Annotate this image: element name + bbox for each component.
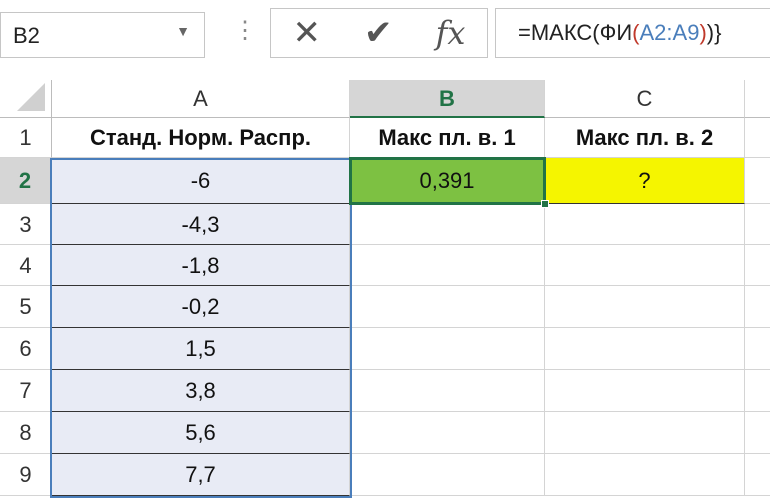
column-header-C[interactable]: C — [545, 80, 745, 118]
cell-D8[interactable] — [745, 412, 770, 454]
cell-C2[interactable]: ? — [545, 158, 745, 204]
cell-A4[interactable]: -1,8 — [52, 245, 350, 286]
cell-B8[interactable] — [350, 412, 545, 454]
row-header-2[interactable]: 2 — [0, 158, 52, 204]
cell-C5[interactable] — [545, 286, 745, 328]
cell-D5[interactable] — [745, 286, 770, 328]
cell-D9[interactable] — [745, 454, 770, 496]
formula-text: )} — [706, 20, 722, 45]
row-header-8[interactable]: 8 — [0, 412, 52, 454]
cell-C6[interactable] — [545, 328, 745, 370]
cell-C3[interactable] — [545, 204, 745, 245]
formula-text: =МАКС(ФИ — [518, 20, 633, 45]
row-header-5[interactable]: 5 — [0, 286, 52, 328]
column-header-A[interactable]: A — [52, 80, 350, 118]
row-header-6[interactable]: 6 — [0, 328, 52, 370]
cell-B4[interactable] — [350, 245, 545, 286]
fill-handle[interactable] — [541, 200, 549, 208]
name-box-value: B2 — [13, 23, 40, 48]
cell-B2[interactable]: 0,391 — [350, 158, 545, 204]
row-header-9[interactable]: 9 — [0, 454, 52, 496]
cell-C9[interactable] — [545, 454, 745, 496]
cell-B6[interactable] — [350, 328, 545, 370]
row-header-7[interactable]: 7 — [0, 370, 52, 412]
cell-A2[interactable]: -6 — [52, 158, 350, 204]
cell-C4[interactable] — [545, 245, 745, 286]
select-all-button[interactable] — [0, 80, 52, 118]
cell-B1[interactable]: Макс пл. в. 1 — [350, 118, 545, 158]
cell-A9[interactable]: 7,7 — [52, 454, 350, 496]
cell-D2[interactable] — [745, 158, 770, 204]
cell-A1[interactable]: Станд. Норм. Распр. — [52, 118, 350, 158]
row-header-3[interactable]: 3 — [0, 204, 52, 245]
formula-buttons: ✕ ✔ fx — [270, 8, 488, 58]
check-icon[interactable]: ✔ — [364, 14, 393, 52]
cell-A6[interactable]: 1,5 — [52, 328, 350, 370]
formula-input[interactable]: =МАКС(ФИ(A2:A9))} — [495, 8, 770, 58]
range-highlight — [50, 158, 352, 498]
cell-B3[interactable] — [350, 204, 545, 245]
fx-button[interactable]: fx — [435, 14, 466, 52]
row-header-4[interactable]: 4 — [0, 245, 52, 286]
cell-D4[interactable] — [745, 245, 770, 286]
cell-A5[interactable]: -0,2 — [52, 286, 350, 328]
cell-A3[interactable]: -4,3 — [52, 204, 350, 245]
column-header-B[interactable]: B — [350, 80, 545, 118]
formula-text: ) — [699, 20, 707, 45]
cell-C1[interactable]: Макс пл. в. 2 — [545, 118, 745, 158]
row-header-1[interactable]: 1 — [0, 118, 52, 158]
active-cell-border — [349, 157, 546, 205]
cell-C8[interactable] — [545, 412, 745, 454]
name-box[interactable]: B2 ▼ — [0, 12, 205, 58]
cell-B7[interactable] — [350, 370, 545, 412]
cell-A7[interactable]: 3,8 — [52, 370, 350, 412]
cell-B5[interactable] — [350, 286, 545, 328]
cell-B9[interactable] — [350, 454, 545, 496]
formula-text: ( — [632, 20, 640, 45]
cell-D6[interactable] — [745, 328, 770, 370]
grip-icon: ⋮ — [233, 17, 257, 44]
column-header-D[interactable] — [745, 80, 770, 118]
x-icon[interactable]: ✕ — [292, 14, 322, 52]
cell-D7[interactable] — [745, 370, 770, 412]
cell-C7[interactable] — [545, 370, 745, 412]
formula-range: A2:A9 — [639, 20, 700, 45]
cell-D3[interactable] — [745, 204, 770, 245]
cell-A8[interactable]: 5,6 — [52, 412, 350, 454]
cell-D1[interactable] — [745, 118, 770, 158]
chevron-down-icon[interactable]: ▼ — [176, 23, 190, 39]
